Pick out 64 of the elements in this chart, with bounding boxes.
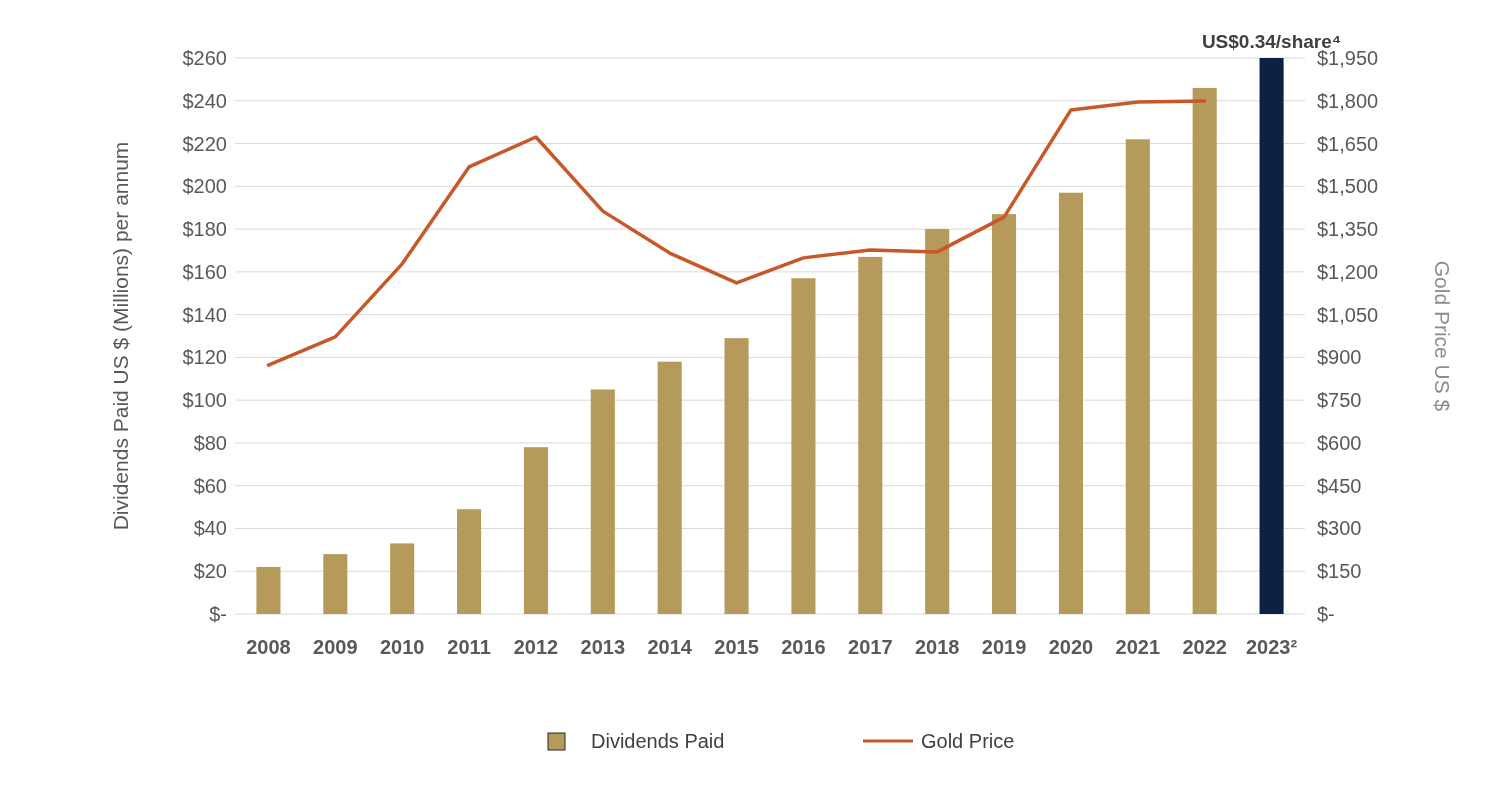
bar [791, 278, 816, 614]
x-tick-label: 2017 [848, 636, 893, 658]
y-axis-title: Dividends Paid US $ (Millions) per annum [109, 141, 132, 531]
bar [992, 214, 1017, 614]
bar [323, 554, 348, 614]
y2-tick-label: $450 [1317, 474, 1362, 497]
y-tick-label: $60 [193, 474, 227, 497]
bar [657, 361, 682, 614]
line-series [266, 99, 1207, 367]
y2-tick-label: $1,800 [1317, 89, 1379, 112]
y-tick-label: $180 [182, 218, 227, 241]
bar [590, 389, 615, 614]
x-tick-label: 2023² [1245, 636, 1298, 658]
y2-axis-title: Gold Price US $ [1431, 260, 1454, 412]
x-tick-label: 2015 [714, 636, 759, 658]
y-tick-label: $160 [182, 260, 227, 283]
y2-tick-label: $1,500 [1317, 175, 1379, 198]
y-tick-label: $240 [182, 89, 227, 112]
x-tick-label: 2010 [379, 636, 425, 658]
y-tick-label: $80 [193, 431, 227, 454]
legend-label: Gold Price [921, 730, 1015, 752]
bar [1058, 192, 1083, 614]
y-tick-label: $220 [182, 132, 227, 155]
x-tick-label: 2013 [580, 636, 626, 658]
y2-tick-label: $1,200 [1317, 260, 1379, 283]
x-tick-label: 2021 [1115, 636, 1161, 658]
y2-tick-label: $1,650 [1317, 132, 1379, 155]
bar [1259, 58, 1284, 614]
bar [724, 338, 749, 614]
x-tick-label: 2008 [246, 636, 291, 658]
y2-tick-label: $900 [1317, 346, 1362, 369]
bar [256, 566, 281, 614]
y2-tick-label: $- [1317, 603, 1335, 625]
x-tick-label: 2009 [313, 636, 358, 658]
x-tick-label: 2019 [981, 636, 1027, 658]
y-tick-label: $140 [182, 303, 227, 326]
y-tick-label: $200 [182, 175, 227, 198]
y-tick-label: $100 [182, 389, 227, 412]
bar [457, 509, 482, 614]
bar [858, 256, 883, 614]
y-tick-label: $260 [182, 47, 227, 69]
y-tick-label: $40 [193, 517, 227, 540]
x-tick-label: 2012 [513, 636, 559, 658]
x-tick-label: 2018 [914, 636, 960, 658]
y2-tick-label: $600 [1317, 431, 1362, 454]
x-tick-label: 2014 [647, 636, 693, 658]
y2-tick-label: $150 [1317, 560, 1362, 583]
bar [1192, 87, 1217, 614]
y2-tick-label: $1,350 [1317, 218, 1379, 241]
x-tick-label: 2020 [1048, 636, 1094, 658]
bar [1125, 139, 1150, 614]
y2-tick-label: $750 [1317, 389, 1362, 412]
legend-label: Dividends Paid [591, 730, 725, 752]
bar [925, 229, 950, 614]
y-tick-label: $120 [182, 346, 227, 369]
bar [390, 543, 415, 614]
x-tick-label: 2022 [1182, 636, 1227, 658]
bar [523, 447, 548, 614]
y2-tick-label: $300 [1317, 517, 1362, 540]
y-tick-label: $- [209, 603, 227, 625]
y2-tick-label: $1,050 [1317, 303, 1379, 326]
y-tick-label: $20 [193, 560, 227, 583]
x-tick-label: 2011 [447, 636, 491, 658]
x-tick-label: 2016 [781, 636, 826, 658]
